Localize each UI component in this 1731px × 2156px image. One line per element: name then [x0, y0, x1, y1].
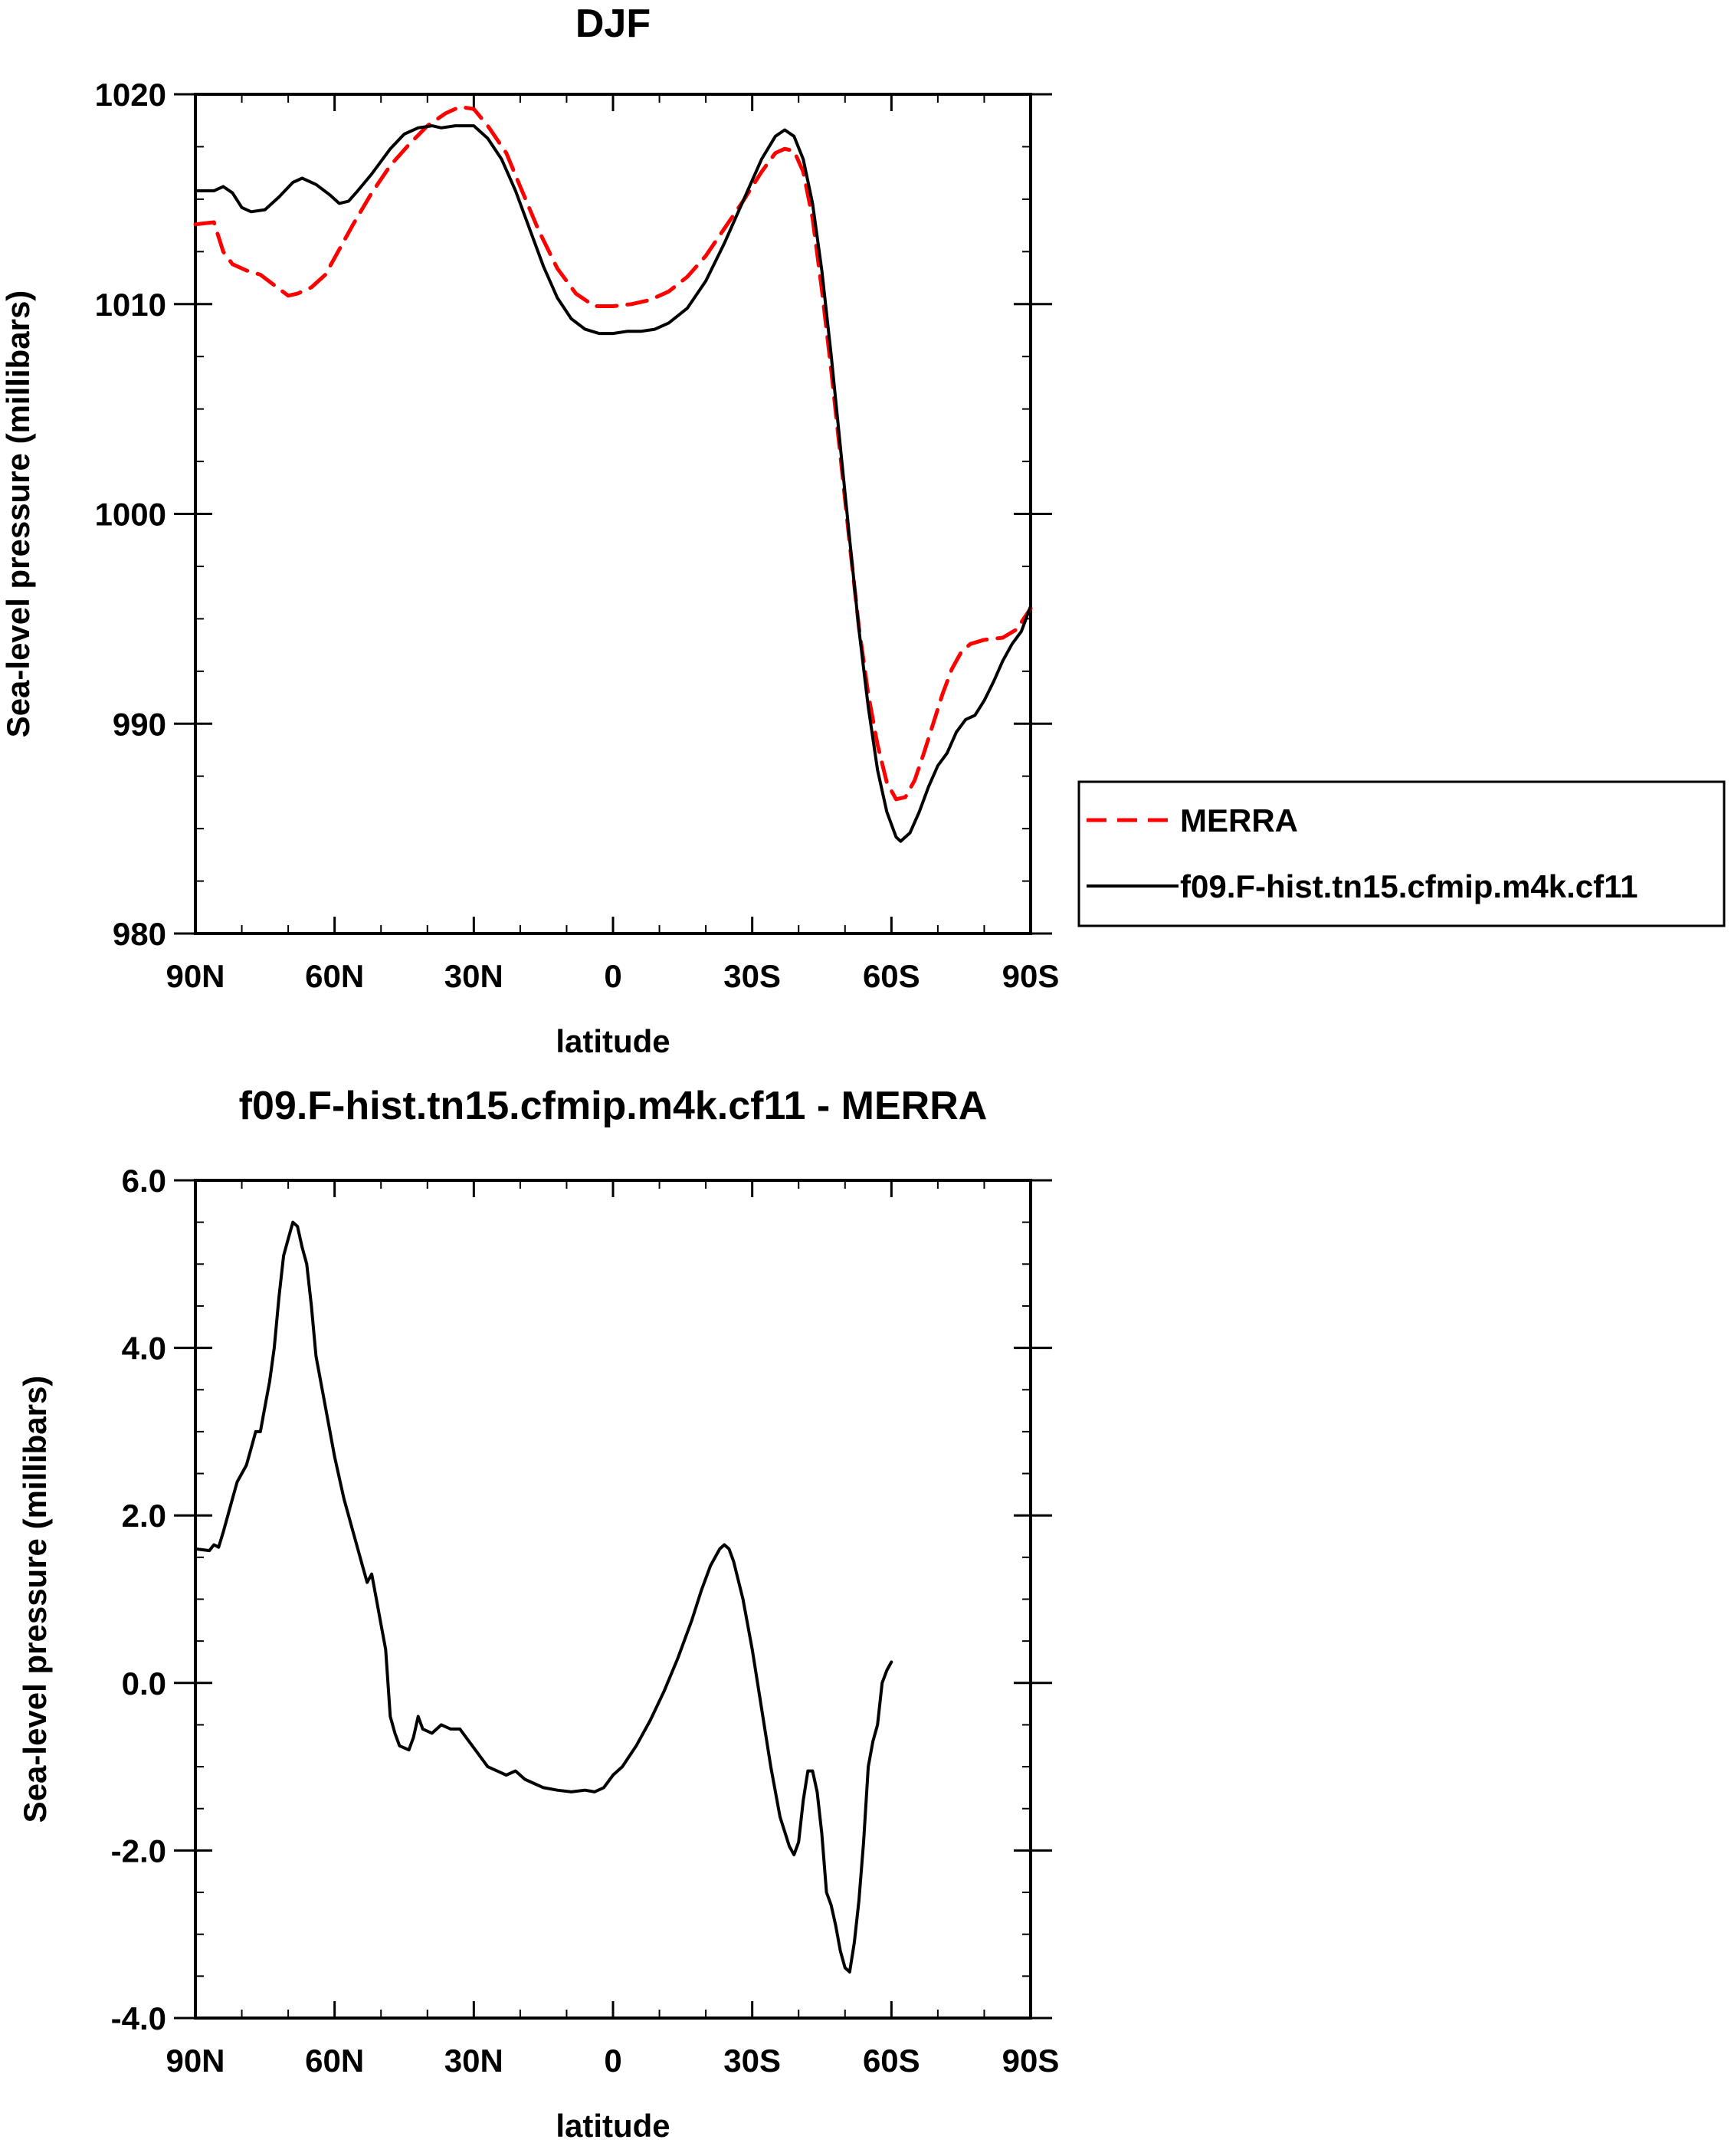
y-tick-label: -2.0 [111, 1833, 166, 1869]
legend-box [1077, 780, 1726, 927]
x-tick-label: 30N [444, 958, 503, 994]
x-tick-label: 90N [166, 2043, 225, 2079]
y-tick-label: 0.0 [122, 1665, 166, 1702]
y-axis-label: Sea-level pressure (millibars) [17, 1376, 53, 1823]
bottom-panel: f09.F-hist.tn15.cfmip.m4k.cf11 - MERRA 90… [17, 1084, 1059, 2144]
legend-label-0: MERRA [1180, 802, 1298, 838]
y-tick-label: 1000 [95, 497, 166, 533]
x-tick-label: 60N [305, 2043, 364, 2079]
legend-label-1: f09.F-hist.tn15.cfmip.m4k.cf11 [1180, 868, 1638, 904]
chart-title: DJF [575, 2, 651, 46]
x-tick-label: 0 [604, 958, 621, 994]
y-tick-label: 1010 [95, 287, 166, 323]
x-axis-label: latitude [556, 1023, 670, 1059]
series-line-1 [194, 124, 1032, 843]
top-panel: DJF 90N 60N 30N 0 30S 60S 90S 1020 1010 1000 990 980… [0, 2, 1726, 1059]
y-tick-label: -4.0 [111, 2000, 166, 2036]
x-tick-label: 30S [723, 958, 781, 994]
series-line-0 [194, 1220, 893, 1974]
y-tick-label: 1020 [95, 77, 166, 113]
chart-title: f09.F-hist.tn15.cfmip.m4k.cf11 - MERRA [239, 1084, 988, 1128]
y-axis-label: Sea-level pressure (millibars) [0, 290, 36, 738]
x-tick-label: 30S [723, 2043, 781, 2079]
y-tick-label: 2.0 [122, 1498, 166, 1534]
plot-frame [194, 1179, 1032, 2020]
x-tick-label: 60N [305, 958, 364, 994]
x-tick-label: 90S [1002, 2043, 1060, 2079]
x-tick-label: 0 [604, 2043, 621, 2079]
y-tick-label: 980 [113, 916, 166, 952]
x-tick-label: 60S [863, 2043, 920, 2079]
y-tick-label: 4.0 [122, 1331, 166, 1367]
x-tick-label: 90N [166, 958, 225, 994]
series-line-0 [193, 104, 1033, 802]
plot-frame [194, 93, 1032, 935]
y-tick-label: 990 [113, 706, 166, 742]
x-tick-label: 60S [863, 958, 920, 994]
x-tick-label: 30N [444, 2043, 503, 2079]
x-axis-label: latitude [556, 2108, 670, 2144]
y-tick-label: 6.0 [122, 1163, 166, 1199]
x-tick-label: 90S [1002, 958, 1060, 994]
